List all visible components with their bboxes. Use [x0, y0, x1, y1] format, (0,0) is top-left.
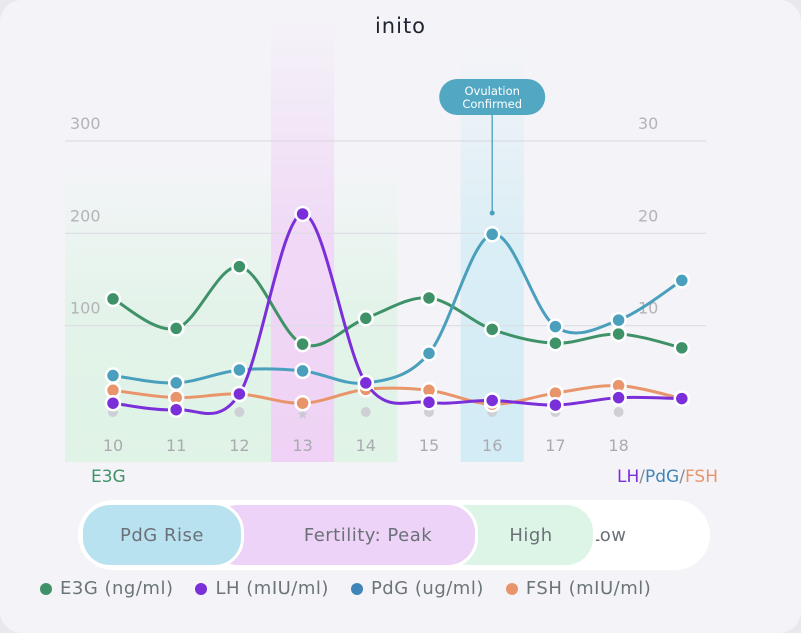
pdg-point	[167, 374, 185, 392]
e3g-point	[547, 334, 564, 352]
star-icon: ★	[296, 407, 309, 423]
lh-point	[483, 392, 501, 409]
pdg-point	[547, 318, 564, 335]
inito-logo: inito	[374, 14, 427, 38]
e3g-point	[420, 289, 438, 307]
pdg-point	[104, 367, 122, 384]
phase-low-label: Low	[589, 524, 627, 546]
legend-pdg-label: PdG (ug/ml)	[370, 578, 484, 599]
phase-high-label: High	[509, 524, 553, 546]
annotation-text: Confirmed	[462, 97, 522, 111]
legend: E3G (ng/ml) LH (mIU/ml) PdG (ug/ml) FSH …	[40, 578, 770, 599]
lh-point	[231, 385, 248, 403]
phase-peak-label: Fertility: Peak	[303, 524, 433, 546]
x-tick-label: 16	[482, 436, 502, 455]
phase-pdg-rise: PdG Rise	[80, 502, 244, 568]
day-marker	[613, 407, 624, 417]
pdg-point	[294, 362, 311, 380]
right-tick-label: 20	[638, 206, 658, 225]
annotation-bubble	[439, 79, 546, 115]
legend-lh: LH (mIU/ml)	[195, 578, 328, 599]
phase-band-peak	[271, 12, 335, 462]
lh-point	[167, 401, 185, 418]
day-marker	[360, 407, 371, 417]
x-tick-label: 11	[166, 436, 186, 455]
pdg-dot-icon	[350, 582, 363, 595]
fsh-line	[112, 384, 683, 406]
legend-pdg: PdG (ug/ml)	[350, 578, 484, 599]
hormone-chart: 100 10 200 20 300 30 10 11 12 ★ 13 14 15 16 17 18 Ovulat…	[65, 12, 718, 487]
pdg-point	[673, 272, 691, 289]
right-axis-label-part: PdG	[645, 467, 679, 487]
lh-point	[610, 389, 627, 406]
lh-point	[420, 394, 438, 411]
right-axis-label: LH/PdG/FSH	[617, 467, 718, 487]
left-tick-label: 300	[70, 114, 101, 133]
legend-fsh: FSH (mIU/ml)	[505, 578, 652, 599]
legend-e3g-label: E3G (ng/ml)	[60, 578, 174, 599]
right-axis-label-part: LH	[617, 467, 639, 487]
phase-low: Low	[512, 505, 704, 565]
day-marker	[234, 407, 245, 417]
legend-fsh-label: FSH (mIU/ml)	[525, 578, 652, 599]
right-tick-label: 30	[638, 114, 658, 133]
legend-lh-label: LH (mIU/ml)	[215, 578, 329, 599]
lh-point	[673, 390, 691, 407]
pdg-point	[610, 311, 627, 329]
lh-point	[357, 374, 375, 392]
lh-point	[104, 394, 122, 412]
x-tick-label: 10	[103, 436, 123, 455]
phase-pdg-rise-label: PdG Rise	[120, 524, 204, 546]
right-axis-label-part: /	[679, 467, 685, 487]
e3g-dot-icon	[40, 582, 52, 595]
phase-bar: Low High Fertility: Peak PdG Rise	[78, 500, 710, 570]
right-axis-label-part: /	[639, 467, 645, 487]
e3g-point	[357, 310, 375, 327]
lh-point	[294, 205, 311, 223]
fsh-dot-icon	[505, 582, 518, 595]
left-axis-label: E3G	[91, 467, 126, 487]
e3g-point	[104, 290, 122, 308]
e3g-point	[294, 335, 311, 353]
e3g-point	[610, 325, 627, 343]
lh-point	[547, 396, 564, 414]
x-tick-label: 17	[545, 436, 565, 455]
e3g-point	[167, 320, 185, 337]
pdg-point	[483, 226, 501, 243]
annotation-text: Ovulation	[464, 84, 519, 98]
right-tick-label: 10	[638, 299, 658, 318]
e3g-point	[673, 339, 691, 357]
pdg-point	[420, 345, 438, 362]
e3g-point	[231, 258, 248, 275]
pdg-point	[231, 361, 248, 379]
right-axis-label-part: FSH	[685, 467, 718, 487]
x-tick-label: 14	[356, 436, 376, 455]
e3g-point	[483, 321, 501, 338]
lh-dot-icon	[195, 582, 208, 595]
x-tick-label: 12	[229, 436, 249, 455]
left-tick-label: 200	[70, 206, 101, 225]
x-tick-label: 13	[292, 436, 312, 455]
legend-e3g: E3G (ng/ml)	[40, 578, 173, 599]
x-tick-label: 18	[608, 436, 628, 455]
fsh-point	[294, 394, 311, 412]
x-tick-label: 15	[419, 436, 439, 455]
phase-peak: Fertility: Peak	[208, 502, 478, 568]
e3g-line	[112, 265, 683, 350]
annotation-dot	[489, 210, 495, 216]
left-tick-label: 100	[70, 299, 101, 318]
